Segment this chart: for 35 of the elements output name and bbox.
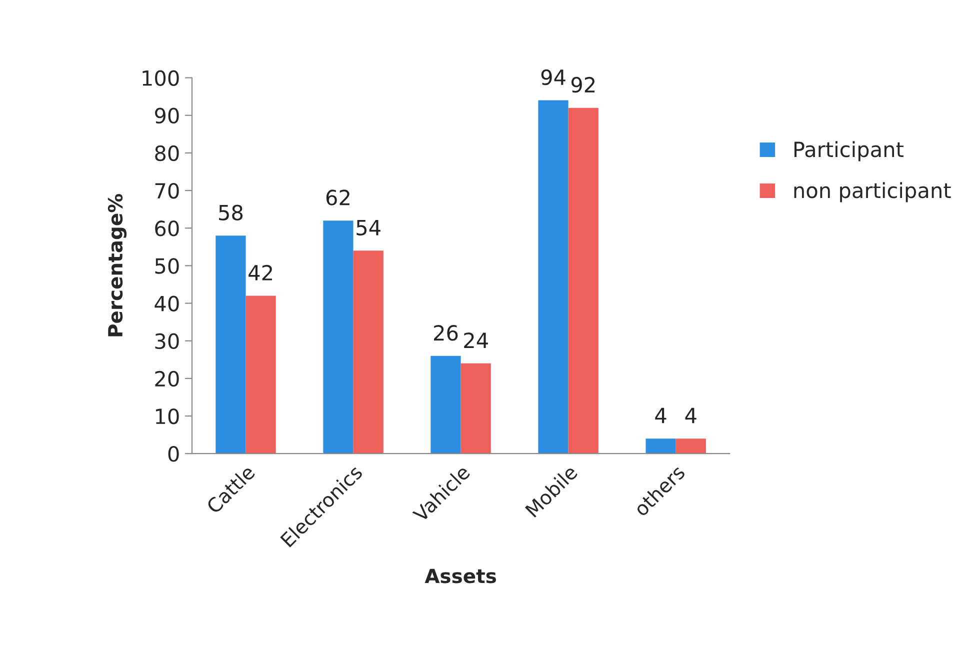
y-tick-label: 0 xyxy=(168,446,179,462)
y-tick-label: 10 xyxy=(156,408,179,424)
bar xyxy=(538,100,568,454)
y-tick-label: 40 xyxy=(154,296,179,312)
legend-label: Participant xyxy=(794,141,904,162)
bar xyxy=(216,236,246,454)
data-label: 94 xyxy=(541,69,566,86)
bar xyxy=(246,296,276,454)
y-tick-label: 30 xyxy=(155,333,179,350)
bar xyxy=(676,438,706,454)
y-axis-title: Percentage% xyxy=(108,194,127,336)
bar xyxy=(353,250,384,454)
y-tick-label: 80 xyxy=(155,145,179,162)
data-label: 4 xyxy=(685,408,696,424)
data-label: 92 xyxy=(571,76,595,93)
x-axis-title: Assets xyxy=(424,568,496,584)
bar xyxy=(430,356,461,454)
data-label: 24 xyxy=(464,332,488,348)
data-label: 4 xyxy=(655,408,666,424)
data-label: 58 xyxy=(219,204,243,220)
data-label: 26 xyxy=(434,324,458,341)
y-tick-label: 90 xyxy=(154,108,179,124)
data-label: 62 xyxy=(326,190,350,206)
bar xyxy=(460,363,491,454)
data-label: 42 xyxy=(248,264,272,280)
y-tick-label: 100 xyxy=(142,70,179,86)
bar xyxy=(646,438,676,454)
bar xyxy=(323,220,354,454)
legend-label: non participant xyxy=(794,182,951,202)
y-tick-label: 50 xyxy=(155,258,179,274)
bar xyxy=(568,108,598,454)
data-label: 54 xyxy=(356,220,380,236)
y-tick-label: 20 xyxy=(155,370,179,387)
y-tick-label: 60 xyxy=(155,220,179,236)
y-tick-label: 70 xyxy=(155,182,179,199)
